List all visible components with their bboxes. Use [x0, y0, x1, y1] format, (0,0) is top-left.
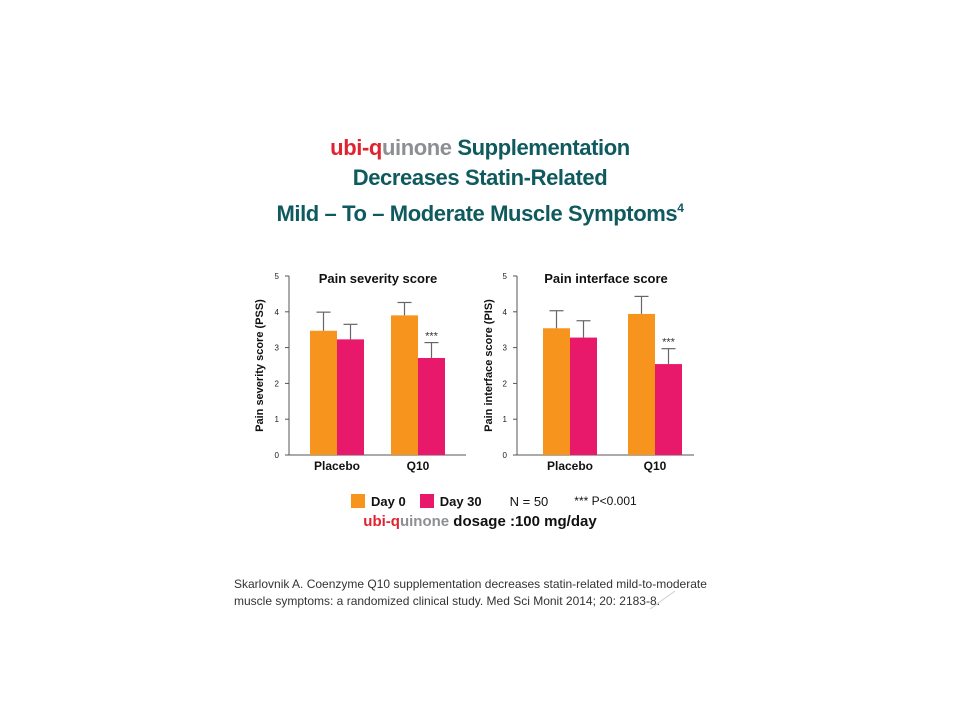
brand-name-part1: ubi-q [330, 135, 382, 160]
chart2-bar-placebo-day30 [570, 337, 597, 455]
dosage-line: ubi-quinone dosage :100 mg/day [0, 513, 960, 530]
dosage-brand-part1: ubi-q [363, 513, 400, 530]
title-line-2: Decreases Statin-Related [352, 165, 608, 190]
chart1-bar-q10-day0 [391, 315, 418, 455]
chart2-y-tick-label: 1 [503, 415, 508, 424]
title-line-1: ubi-quinone Supplementation [0, 133, 960, 163]
chart1-x-tick-label: Placebo [314, 459, 360, 473]
chart1-x-tick-label: Q10 [407, 459, 430, 473]
title-footnote: 4 [677, 201, 684, 215]
dosage-text: dosage :100 mg/day [449, 513, 597, 530]
chart1-bar-q10-day30 [418, 357, 445, 455]
chart1-y-tick-label: 2 [275, 379, 280, 388]
legend-label-day30: Day 30 [439, 493, 482, 509]
chart2-bar-q10-day30 [655, 364, 682, 455]
legend-swatch-day0 [351, 494, 365, 508]
title-line-3: Mild – To – Moderate Muscle Symptoms4 [0, 193, 960, 229]
sample-size-label: N = 50 [509, 493, 549, 509]
chart1-y-tick-label: 4 [275, 308, 280, 317]
chart2-y-tick-label: 0 [503, 451, 508, 460]
chart1-y-tick-label: 3 [275, 344, 280, 353]
decorative-corner-line [650, 590, 676, 610]
chart2-bar-placebo-day0 [543, 328, 570, 455]
legend-item-day0: Day 0 [351, 494, 406, 509]
title-line-3-text: Mild – To – Moderate Muscle Symptoms [276, 201, 678, 226]
slide-title: ubi-quinone Supplementation Decreases St… [0, 133, 960, 229]
chart1-significance-annotation: *** [425, 331, 439, 343]
citation: Skarlovnik A. Coenzyme Q10 supplementati… [234, 577, 707, 608]
legend-swatch-day30 [419, 494, 434, 508]
chart1-bar-placebo-day0 [310, 330, 337, 455]
significance-note: *** P<0.001 [574, 494, 637, 508]
chart1-y-tick-label: 1 [275, 415, 280, 424]
chart2-y-tick-label: 2 [503, 379, 508, 388]
chart1-y-tick-label: 5 [275, 272, 280, 281]
legend-item-day30: Day 30 [419, 493, 482, 509]
chart1-title: Pain severity score [319, 271, 438, 286]
chart2-y-tick-label: 4 [503, 308, 508, 317]
chart2-x-tick-label: Q10 [644, 459, 667, 473]
brand-name-part2: uinone [381, 135, 452, 160]
chart2-bar-q10-day0 [628, 313, 655, 455]
chart1-y-tick-label: 0 [275, 451, 280, 460]
chart1-y-axis-label: Pain severity score (PSS) [254, 299, 266, 432]
dosage-brand-part2: uinone [399, 513, 450, 530]
chart2-y-axis-label: Pain interface score (PIS) [483, 299, 495, 432]
legend-label-day0: Day 0 [371, 493, 406, 509]
chart2-significance-annotation: *** [662, 337, 676, 349]
title-line-1-rest: Supplementation [451, 135, 630, 160]
chart2-y-tick-label: 3 [503, 344, 508, 353]
chart2-y-tick-label: 5 [503, 272, 508, 281]
chart2-x-tick-label: Placebo [547, 459, 593, 473]
chart1-bar-placebo-day30 [337, 339, 364, 455]
chart2-title: Pain interface score [544, 271, 668, 286]
chart-legend: Day 0 Day 30 N = 50 *** P<0.001 [351, 491, 637, 511]
